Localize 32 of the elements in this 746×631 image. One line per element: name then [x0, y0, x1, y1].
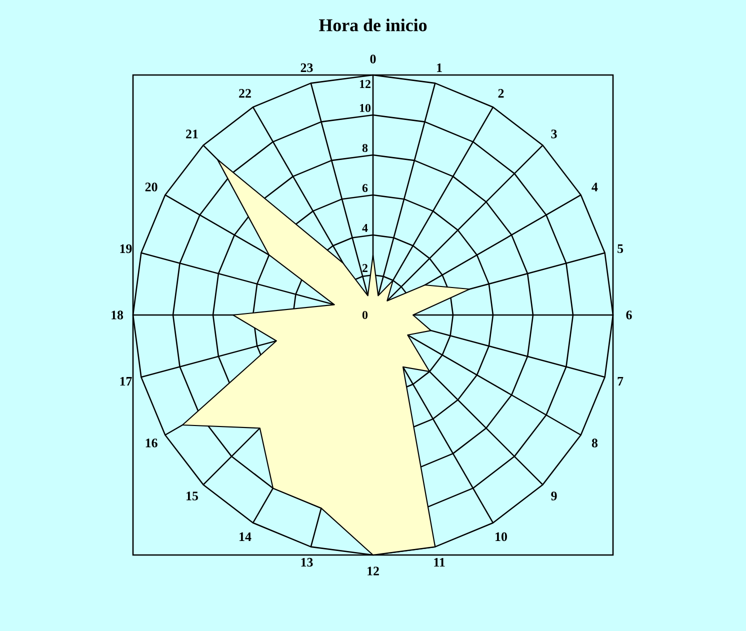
- spoke-label: 5: [618, 244, 624, 254]
- spoke-label: 23: [300, 63, 313, 72]
- spoke-label: 20: [145, 182, 158, 192]
- spoke-label: 7: [618, 377, 624, 386]
- spoke-label: 18: [112, 310, 124, 320]
- chart-title: Hora de inicio: [319, 18, 427, 32]
- spoke-label: 2: [498, 89, 504, 98]
- spoke-label: 22: [239, 89, 251, 98]
- spoke-label: 13: [301, 558, 313, 567]
- spoke-label: 1: [437, 63, 442, 72]
- y-tick-label: 8: [362, 144, 368, 152]
- spoke-label: 6: [626, 310, 632, 320]
- spoke-label: 21: [186, 130, 198, 138]
- spoke-label: 14: [240, 532, 252, 541]
- spoke-label: 16: [146, 438, 158, 448]
- y-tick-label: 6: [362, 184, 368, 192]
- y-tick-label: 10: [360, 104, 371, 112]
- spoke-label: 9: [551, 492, 557, 500]
- y-tick-label: 0: [362, 310, 368, 320]
- spoke-label: 8: [592, 438, 598, 448]
- spoke-label: 11: [434, 558, 445, 567]
- spoke-label: 4: [592, 182, 598, 192]
- spoke-label: 12: [368, 566, 379, 576]
- spoke-label: 15: [186, 492, 198, 500]
- y-tick-label: 4: [362, 224, 368, 232]
- spoke-label: 0: [370, 54, 376, 64]
- spoke-label: 17: [120, 376, 132, 386]
- spoke-label: 19: [120, 244, 132, 254]
- spoke-label: 10: [496, 532, 507, 542]
- y-tick-label: 12: [360, 80, 370, 88]
- spoke-label: 3: [551, 130, 557, 138]
- y-tick-label: 2: [362, 264, 368, 272]
